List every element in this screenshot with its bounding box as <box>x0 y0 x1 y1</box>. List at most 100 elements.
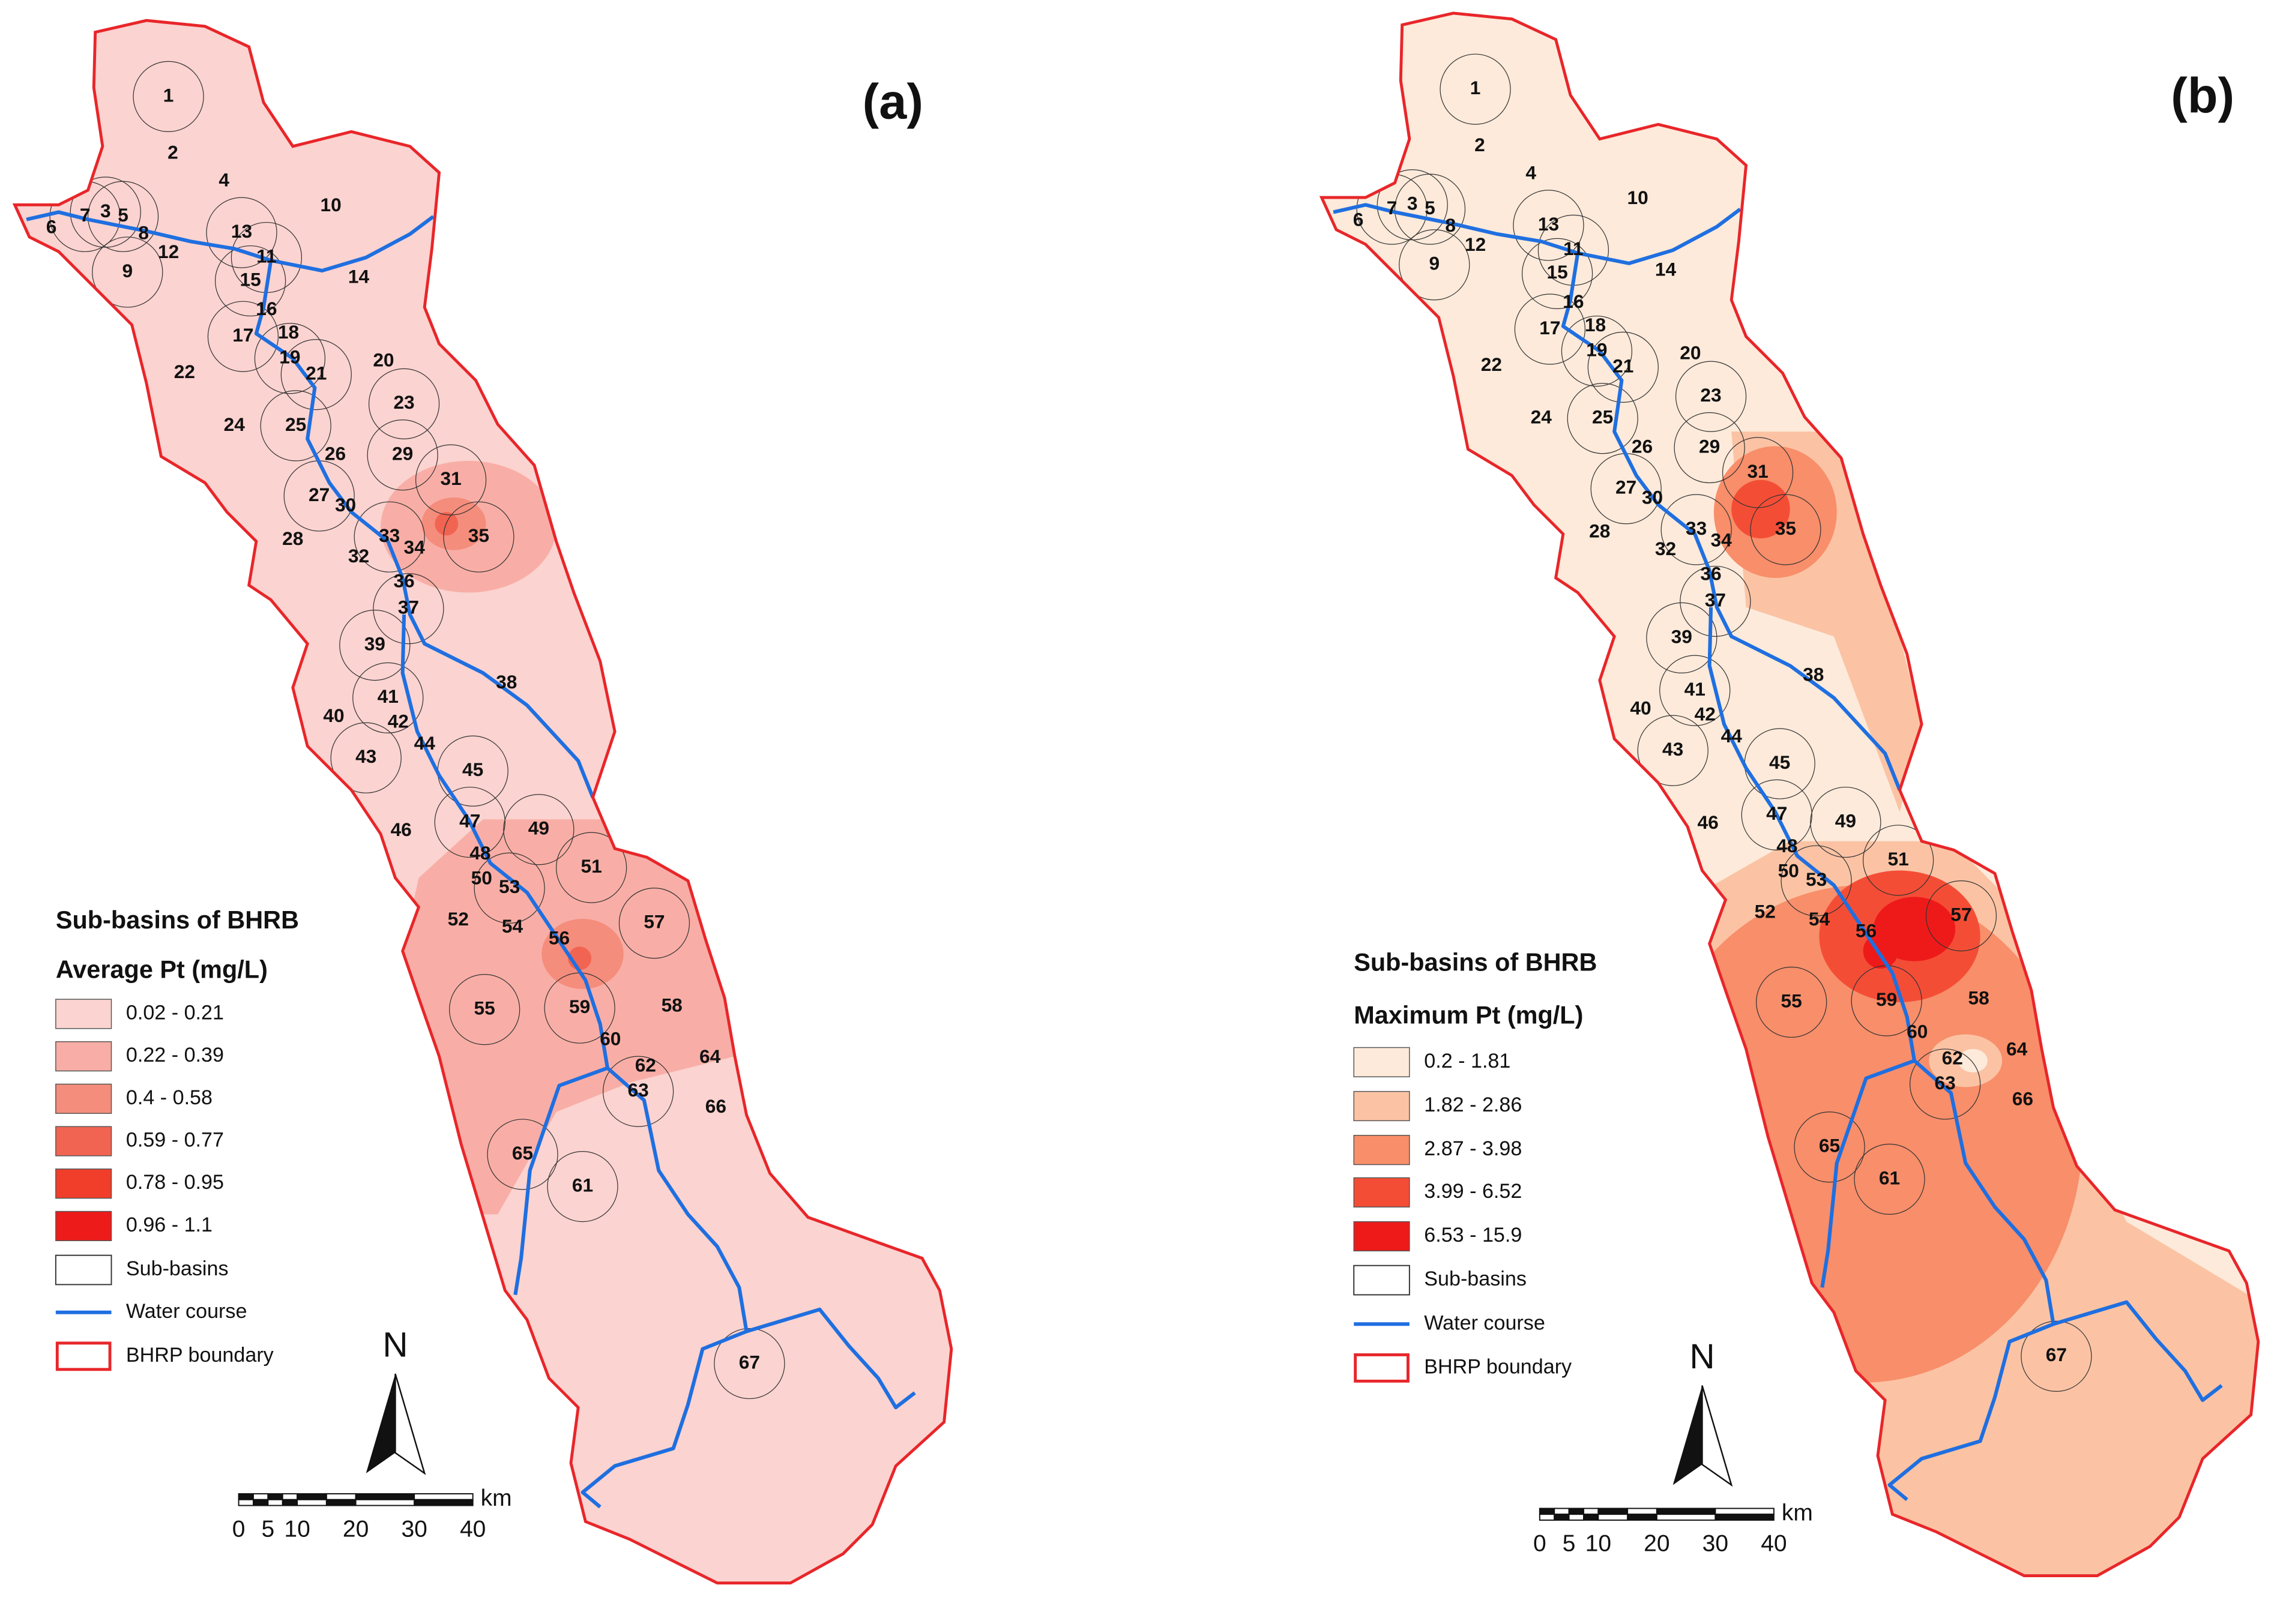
sub-basin-label: 2 <box>1474 134 1485 155</box>
basin-boundary <box>1319 11 2260 1577</box>
sub-basin-label: 37 <box>1705 589 1726 610</box>
sub-basin-label: 25 <box>1592 406 1613 428</box>
sub-basin-lines <box>1356 53 2092 1392</box>
legend-swatch <box>1353 1177 1410 1207</box>
legend-swatch <box>55 1168 112 1199</box>
sub-basin-label: 58 <box>662 994 683 1016</box>
sub-basin-label: 40 <box>323 705 344 726</box>
scale-bar-segment <box>282 1499 298 1506</box>
legend-swatch <box>1354 1353 1410 1383</box>
sub-basin-label: 23 <box>1700 384 1721 406</box>
sub-basin-outline <box>1587 331 1659 403</box>
sub-basin-label: 53 <box>1806 868 1827 890</box>
sub-basin-label: 4 <box>219 169 229 191</box>
sub-basin-label: 35 <box>468 525 489 546</box>
sub-basin-outline <box>618 888 690 959</box>
sub-basin-outline <box>1521 238 1593 309</box>
north-label: N <box>382 1326 408 1365</box>
sub-basin-label: 42 <box>1695 703 1716 724</box>
sub-basin-label: 19 <box>1586 338 1607 360</box>
sub-basin-outline <box>373 573 444 645</box>
sub-basin-label: 44 <box>414 732 436 754</box>
basin-fill <box>14 20 951 1583</box>
sub-basin-label: 25 <box>285 414 306 435</box>
scale-tick-label: 40 <box>460 1516 486 1542</box>
sub-basin-label: 1 <box>1470 77 1481 98</box>
sub-basin-label: 12 <box>1465 233 1486 255</box>
sub-basin-label: 58 <box>1968 987 1989 1008</box>
sub-basin-label: 10 <box>321 194 342 215</box>
sub-basin-label: 5 <box>1425 197 1435 218</box>
sub-basin-label: 51 <box>581 855 602 877</box>
legend-swatch <box>1353 1047 1410 1077</box>
sub-basin-outline <box>1561 315 1633 387</box>
panel-label: (a) <box>863 73 923 129</box>
sub-basin-label: 11 <box>256 245 277 266</box>
sub-basin-label: 27 <box>309 484 330 505</box>
sub-basin-outline <box>207 301 279 372</box>
sub-basin-label: 62 <box>635 1054 656 1076</box>
sub-basin-label: 30 <box>335 494 356 516</box>
sub-basin-label: 24 <box>224 414 246 435</box>
sub-basin-label: 51 <box>1887 848 1908 870</box>
sub-basin-outline <box>556 832 627 903</box>
sub-basin-label: 29 <box>1699 435 1720 457</box>
sub-basin-label: 63 <box>1934 1072 1955 1093</box>
water-course <box>746 1307 916 1410</box>
scale-bar-segment <box>297 1493 327 1500</box>
sub-basin-label: 4 <box>1525 161 1536 183</box>
sub-basin-outline <box>87 181 159 252</box>
sub-basin-label: 47 <box>1766 802 1787 824</box>
sub-basin-label: 9 <box>122 260 133 281</box>
scale-bar-segment <box>238 1499 254 1506</box>
scale-tick-label: 30 <box>1702 1531 1728 1557</box>
scale-tick-label: 10 <box>284 1516 310 1542</box>
sub-basin-label: 5 <box>118 204 128 226</box>
water-course <box>513 1066 608 1295</box>
scale-bar-segment <box>282 1493 298 1500</box>
sub-basin-label: 15 <box>240 268 261 290</box>
scale-bar-segment <box>1714 1514 1775 1521</box>
sub-basin-label: 14 <box>1655 258 1677 280</box>
sub-basin-label: 61 <box>1879 1167 1900 1188</box>
sub-basin-outline <box>1567 383 1638 454</box>
sub-basin-label: 54 <box>1809 908 1830 930</box>
sub-basin-outline <box>1675 361 1747 432</box>
sub-basin-outline <box>133 61 204 133</box>
sub-basin-label: 62 <box>1942 1047 1963 1068</box>
sub-basin-label: 66 <box>2012 1088 2033 1110</box>
sub-basin-label: 16 <box>1563 290 1584 312</box>
sub-basin-label: 10 <box>1627 187 1648 208</box>
sub-basin-outline <box>1659 655 1731 726</box>
legend-label: Sub-basins <box>126 1257 229 1280</box>
sub-basin-outline <box>1646 602 1717 674</box>
sub-basin-label: 18 <box>278 321 299 343</box>
sub-basin-label: 38 <box>1803 664 1824 685</box>
sub-basin-outline <box>1862 825 1934 896</box>
scale-bar-segment <box>1597 1514 1629 1521</box>
scale-bar-segment <box>253 1499 269 1506</box>
sub-basin-label: 59 <box>1876 988 1897 1010</box>
legend-label: BHRP boundary <box>126 1344 274 1367</box>
sub-basin-label: 63 <box>628 1079 649 1101</box>
scale-bar-segment <box>355 1493 415 1500</box>
sub-basin-outline <box>92 236 163 308</box>
sub-basin-label: 3 <box>100 200 111 221</box>
scale-bar-segment <box>1656 1508 1716 1515</box>
legend-label: 1.82 - 2.86 <box>1424 1093 1522 1116</box>
sub-basin-label: 8 <box>1445 214 1456 236</box>
north-arrow <box>366 1374 396 1473</box>
sub-basin-label: 65 <box>1819 1135 1840 1156</box>
sub-basin-label: 33 <box>379 525 400 546</box>
legend-label: Water course <box>126 1300 247 1323</box>
scale-tick-label: 20 <box>343 1516 369 1542</box>
sub-basin-outline <box>434 786 505 858</box>
sub-basin-outline <box>487 1119 558 1190</box>
legend-swatch <box>55 1041 112 1072</box>
sub-basin-outline <box>254 323 326 394</box>
legend-label: 0.59 - 0.77 <box>126 1129 224 1152</box>
scale-bar-segment <box>1568 1508 1584 1515</box>
water-course <box>254 260 595 798</box>
sub-basin-label: 34 <box>404 537 426 558</box>
